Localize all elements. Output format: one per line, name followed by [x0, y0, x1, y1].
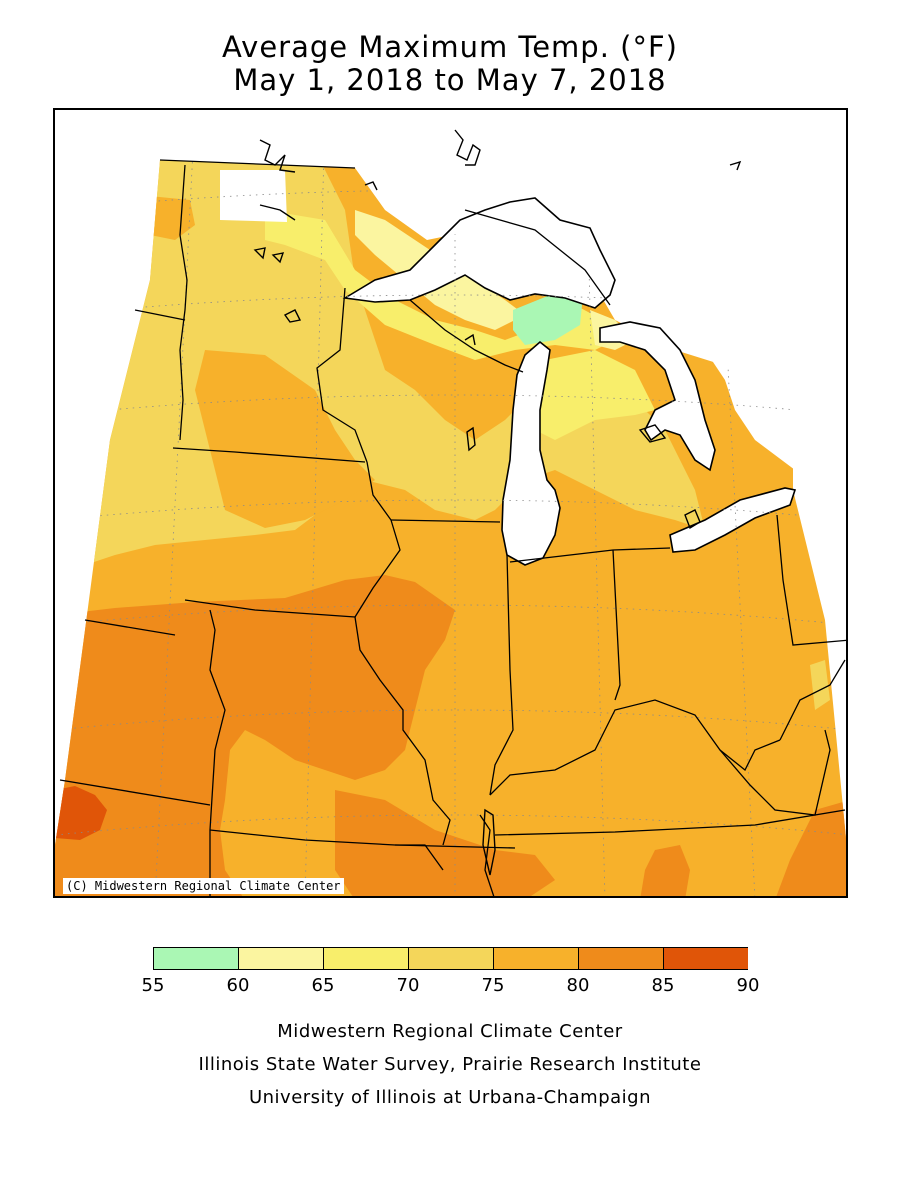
legend-swatch	[493, 947, 579, 970]
lake-erie	[669, 487, 797, 553]
lake-huron	[599, 321, 716, 472]
map-date-range: May 1, 2018 to May 7, 2018	[233, 63, 667, 97]
legend-tick-label: 75	[481, 975, 505, 996]
map-frame: (C) Midwestern Regional Climate Center	[53, 108, 848, 898]
legend-tick-label: 85	[651, 975, 675, 996]
footer-institute: Illinois State Water Survey, Prairie Res…	[198, 1054, 702, 1075]
legend-tick-label: 55	[141, 975, 165, 996]
zone-80-85	[335, 790, 555, 896]
legend-swatch	[578, 947, 664, 970]
map-title: Average Maximum Temp. (°F)	[222, 30, 678, 64]
legend-swatch	[238, 947, 324, 970]
lake-michigan	[501, 340, 561, 566]
zone-70-75	[810, 660, 830, 710]
temperature-map	[55, 129, 846, 896]
footer-university: University of Illinois at Urbana-Champai…	[248, 1087, 652, 1108]
zone-85-90	[55, 786, 107, 840]
coastline-details	[253, 129, 742, 876]
legend-tick-label: 70	[396, 975, 420, 996]
canada-gap	[220, 170, 287, 222]
legend-swatch	[663, 947, 748, 970]
legend-swatch	[408, 947, 494, 970]
state-boundaries	[59, 159, 846, 896]
zone-80-85	[640, 845, 690, 896]
copyright-label: (C) Midwestern Regional Climate Center	[63, 878, 344, 894]
legend-swatch	[153, 947, 239, 970]
legend-tick-label: 65	[311, 975, 335, 996]
color-legend	[153, 947, 748, 970]
footer-organization: Midwestern Regional Climate Center	[277, 1021, 623, 1042]
zone-75-80	[55, 250, 145, 315]
legend-swatch	[323, 947, 409, 970]
zone-80-85	[775, 800, 846, 896]
zone-80-85	[55, 575, 455, 896]
zone-55-60	[513, 295, 583, 345]
lake-ontario-area	[690, 280, 846, 489]
zone-65-70	[265, 210, 615, 360]
legend-tick-label: 60	[226, 975, 250, 996]
legend-tick-label: 90	[736, 975, 760, 996]
zone-65-70	[530, 350, 655, 440]
zone-75-80	[195, 350, 375, 528]
legend-tick-label: 80	[566, 975, 590, 996]
